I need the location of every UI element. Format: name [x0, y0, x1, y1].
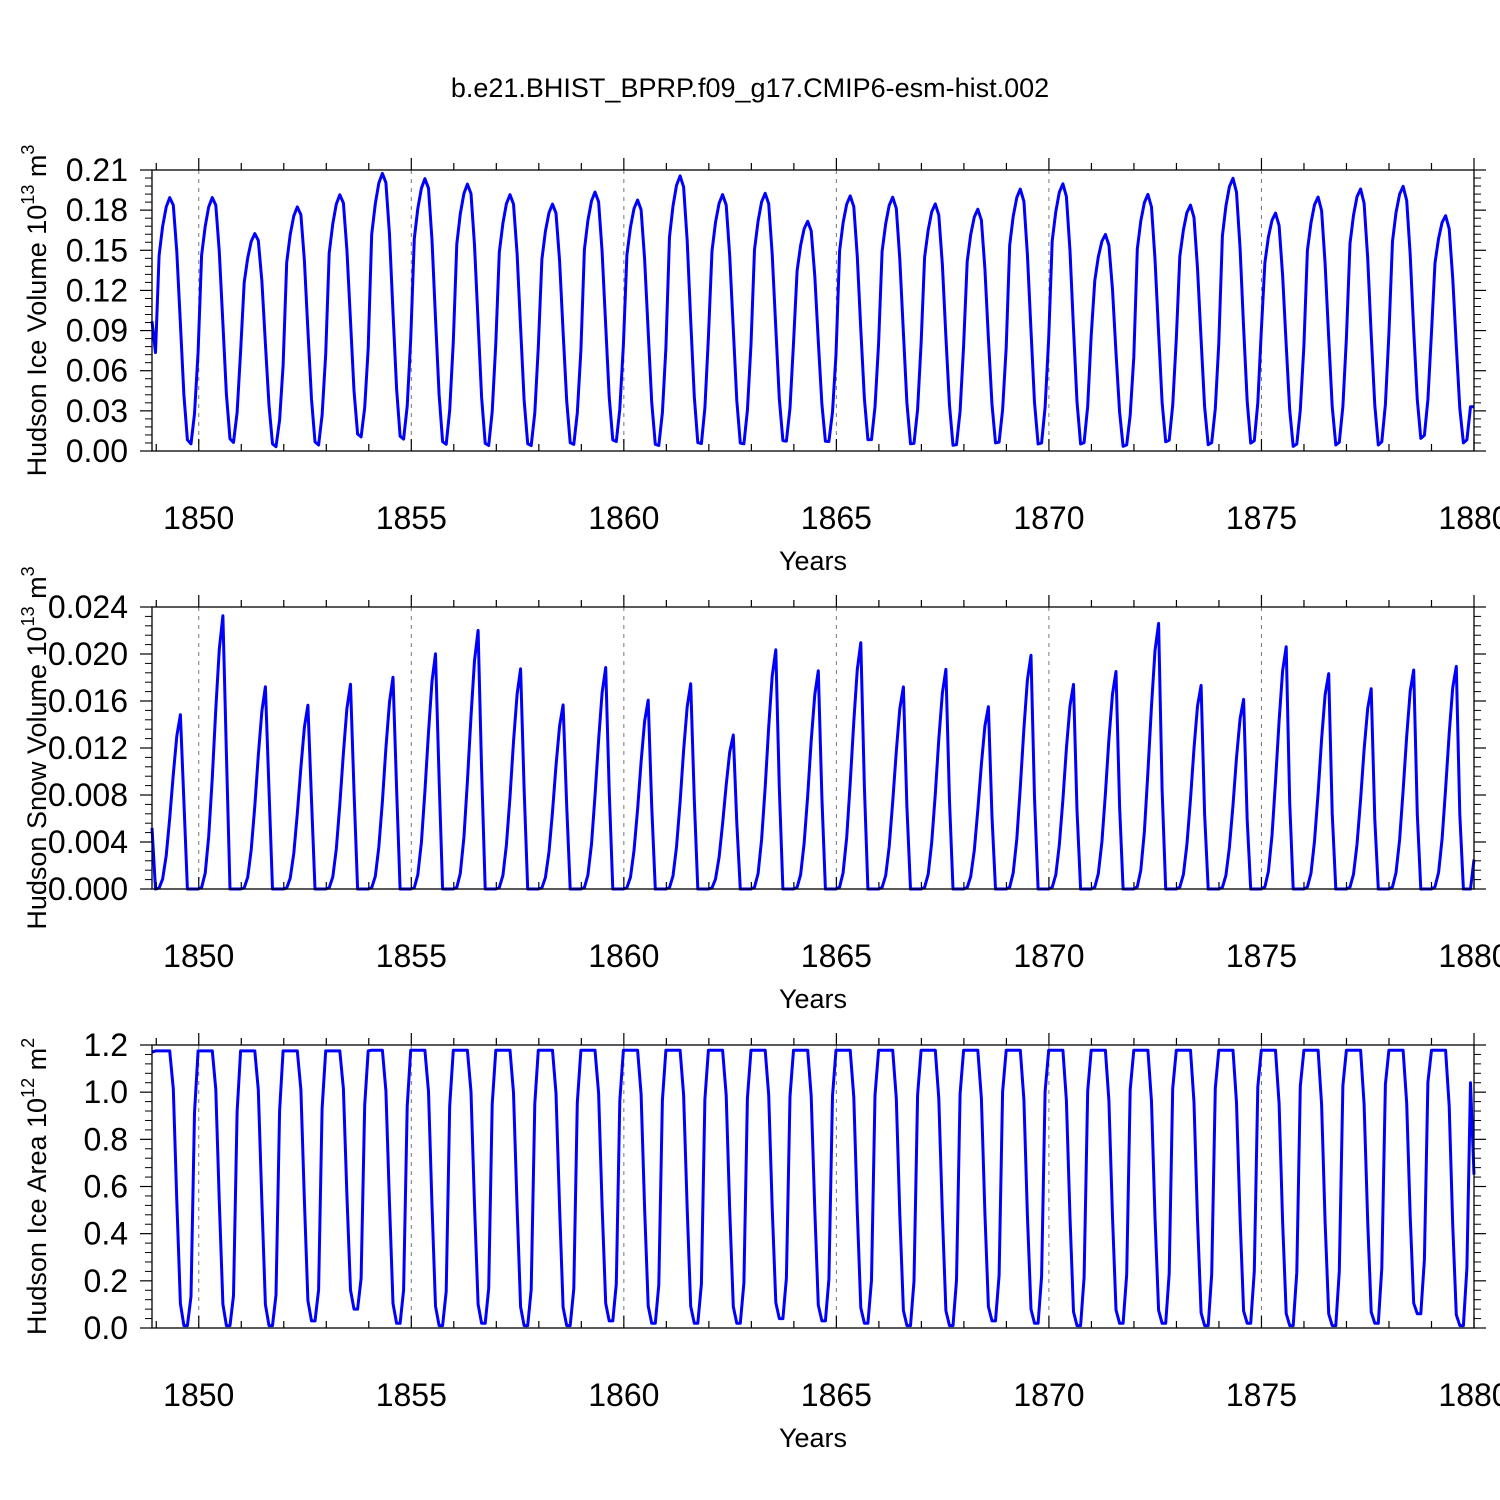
panels: 1850 1855 1860 1865 1870 1875 1880 Years 0.00 0.0…: [18, 145, 1500, 1453]
series-line: [150, 614, 1476, 891]
y-axis-label-text: Hudson Ice Area 10: [22, 1098, 52, 1335]
y-tick-label: 0.6: [84, 1169, 128, 1205]
y-axis-label-unit: m: [22, 155, 52, 185]
y-tick-label: 0.2: [84, 1263, 128, 1299]
y-tick-label: 0.09: [66, 313, 128, 349]
x-tick-label: 1875: [1226, 500, 1297, 536]
y-tick-label: 0.0: [84, 1310, 128, 1346]
y-tick-label: 1.2: [84, 1027, 128, 1063]
figure-title: b.e21.BHIST_BPRP.f09_g17.CMIP6-esm-hist.…: [451, 73, 1049, 103]
x-tick-label: 1870: [1013, 1377, 1084, 1413]
y-tick-label: 0.00: [66, 433, 128, 469]
x-tick-label: 1850: [163, 938, 234, 974]
y-axis-label: Hudson Snow Volume 1013 m3: [18, 566, 52, 929]
x-tick-label: 1865: [801, 500, 872, 536]
x-tick-label: 1865: [801, 938, 872, 974]
plot-frame: [151, 169, 1475, 452]
y-axis-label-exp: 13: [18, 185, 38, 205]
x-tick-label: 1860: [588, 1377, 659, 1413]
x-axis-label: Years: [779, 1423, 847, 1453]
x-tick-label: 1880: [1438, 1377, 1500, 1413]
x-tick-label: 1850: [163, 1377, 234, 1413]
x-tick-label: 1875: [1226, 938, 1297, 974]
y-tick-label: 0.03: [66, 393, 128, 429]
y-axis-label-unit: m: [22, 1048, 52, 1078]
x-axis-label: Years: [779, 984, 847, 1014]
x-tick-label: 1870: [1013, 500, 1084, 536]
y-tick-label: 0.012: [48, 730, 128, 766]
x-tick-label: 1855: [376, 500, 447, 536]
y-axis-label: Hudson Ice Area 1012 m2: [18, 1038, 52, 1335]
series-line: [151, 1048, 1476, 1328]
y-tick-label: 0.4: [84, 1216, 128, 1252]
y-tick-label: 0.12: [66, 272, 128, 308]
chart-panel-2: 1850 1855 1860 1865 1870 1875 1880 Years 0.000 0.…: [18, 566, 1500, 1014]
y-tick-label: 0.000: [48, 871, 128, 907]
y-tick-label: 0.06: [66, 353, 128, 389]
y-axis-label-unit-exp: 3: [18, 145, 38, 155]
y-axis-label-exp: 13: [18, 606, 38, 626]
x-tick-label: 1870: [1013, 938, 1084, 974]
series-line: [150, 171, 1474, 449]
y-tick-label: 0.020: [48, 636, 128, 672]
x-tick-label: 1880: [1438, 500, 1500, 536]
x-axis-label: Years: [779, 546, 847, 576]
y-axis-label-unit-exp: 3: [18, 566, 38, 576]
y-tick-label: 0.008: [48, 777, 128, 813]
x-tick-label: 1850: [163, 500, 234, 536]
y-axis-label-text: Hudson Ice Volume 10: [22, 205, 52, 477]
y-tick-label: 0.024: [48, 589, 128, 625]
x-tick-label: 1880: [1438, 938, 1500, 974]
y-tick-label: 1.0: [84, 1074, 128, 1110]
y-axis-label-exp: 12: [18, 1078, 38, 1098]
y-axis-label-unit: m: [22, 576, 52, 606]
y-tick-label: 0.18: [66, 192, 128, 228]
x-tick-label: 1865: [801, 1377, 872, 1413]
y-axis-label-unit-exp: 2: [18, 1038, 38, 1048]
y-tick-label: 0.15: [66, 232, 128, 268]
x-tick-label: 1860: [588, 938, 659, 974]
chart-panel-3: 1850 1855 1860 1865 1870 1875 1880 Years 0.0 0.2 0…: [18, 1027, 1500, 1453]
y-axis-label: Hudson Ice Volume 1013 m3: [18, 145, 52, 477]
y-tick-label: 0.004: [48, 824, 128, 860]
y-axis-label-text: Hudson Snow Volume 10: [22, 626, 52, 929]
y-tick-label: 0.8: [84, 1121, 128, 1157]
x-tick-label: 1855: [376, 938, 447, 974]
chart-panel-1: 1850 1855 1860 1865 1870 1875 1880 Years 0.00 0.0…: [18, 145, 1500, 576]
x-tick-label: 1855: [376, 1377, 447, 1413]
plot-frame: [151, 606, 1475, 890]
y-tick-label: 0.016: [48, 683, 128, 719]
y-tick-label: 0.21: [66, 152, 128, 188]
x-tick-label: 1860: [588, 500, 659, 536]
x-tick-label: 1875: [1226, 1377, 1297, 1413]
